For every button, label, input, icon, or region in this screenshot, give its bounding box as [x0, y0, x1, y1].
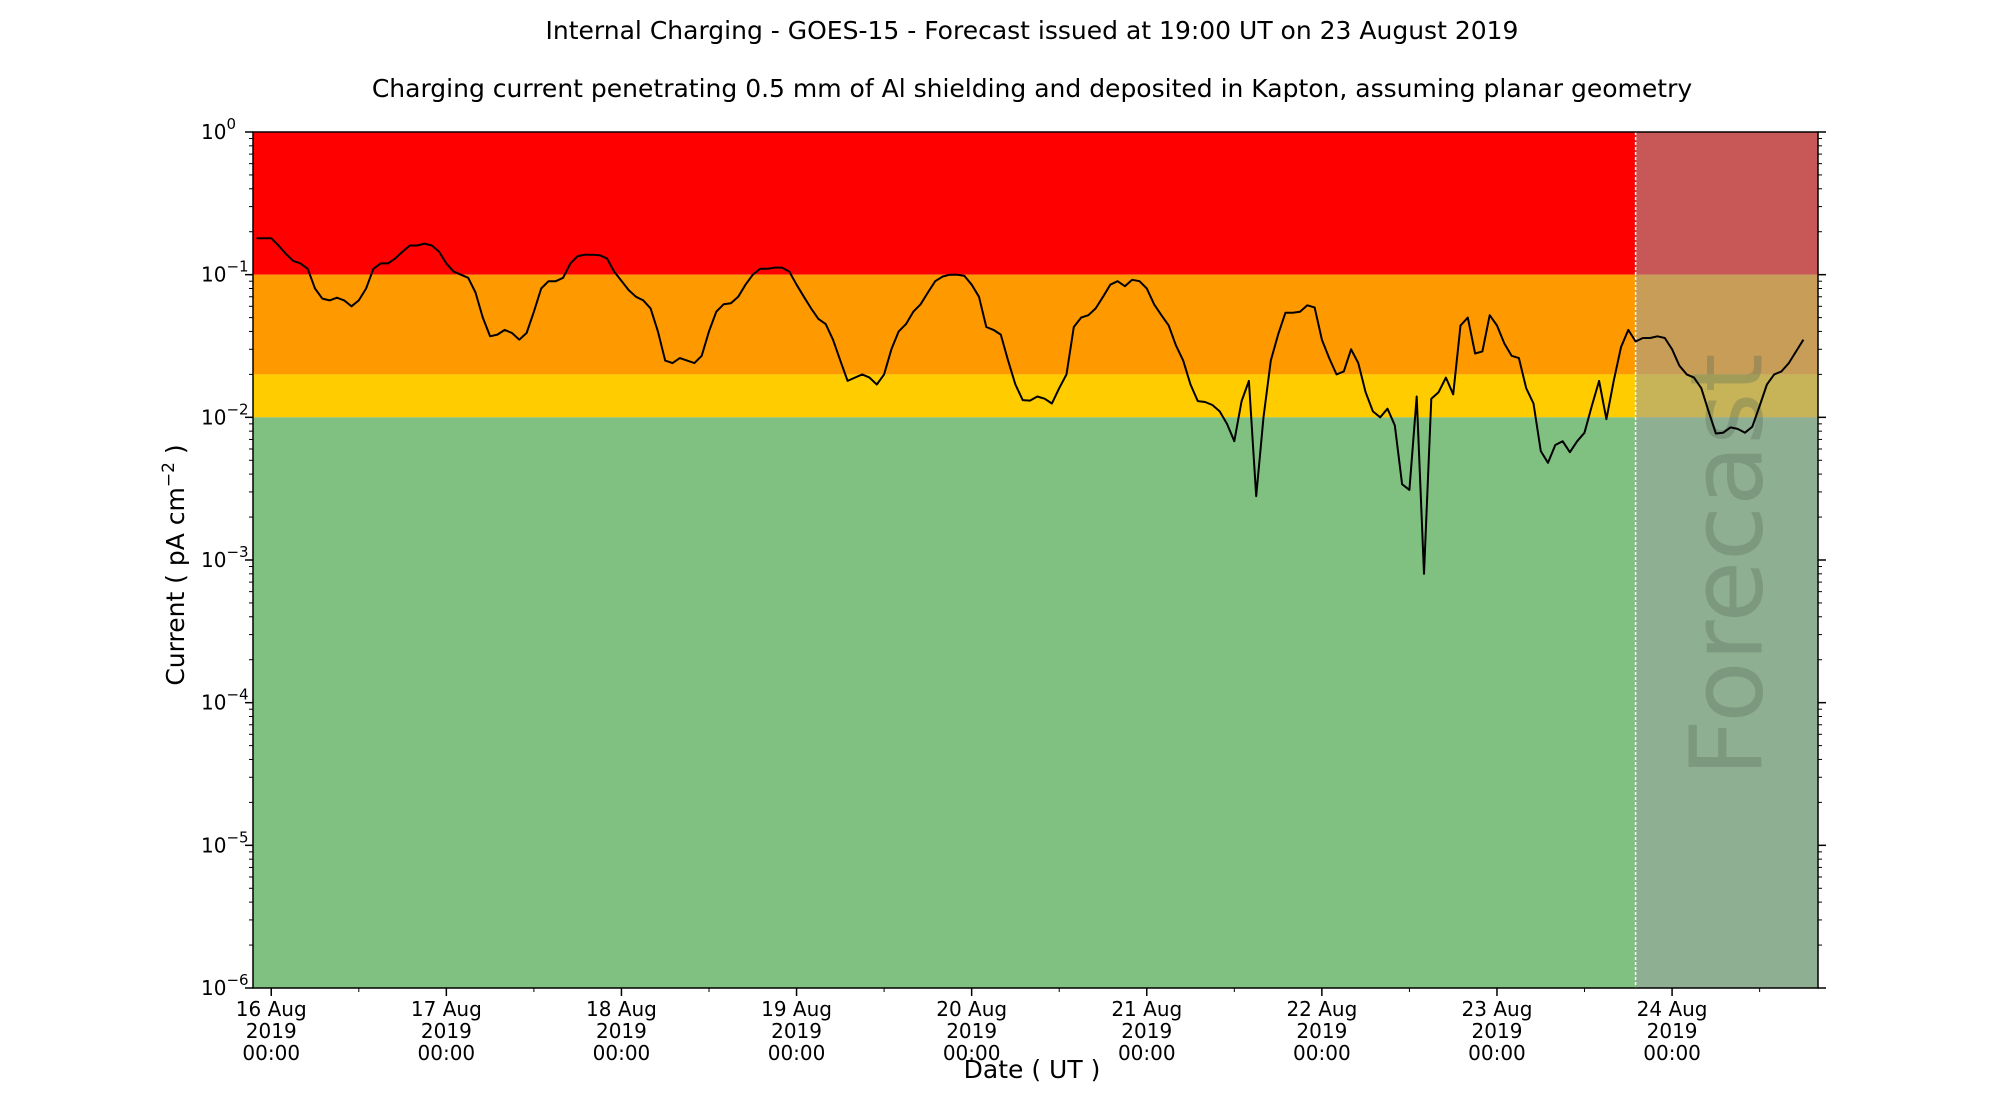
forecast-region: Forecast: [1634, 132, 1818, 988]
band-orange: [253, 274, 1818, 375]
x-tick-label: 2019: [1121, 1019, 1172, 1043]
y-tick-label: 10−4: [201, 686, 249, 715]
y-tick-label: 10−2: [201, 400, 249, 429]
chart-title: Internal Charging - GOES-15 - Forecast i…: [546, 16, 1519, 45]
x-tick-label: 17 Aug: [411, 997, 482, 1021]
x-tick-label: 00:00: [768, 1041, 826, 1065]
threshold-bands: [253, 132, 1818, 988]
x-tick-label: 00:00: [1468, 1041, 1526, 1065]
x-tick-label: 00:00: [593, 1041, 651, 1065]
y-axis-label-exponent: −2: [159, 462, 179, 487]
x-tick-label: 18 Aug: [586, 997, 657, 1021]
x-tick-label: 00:00: [1118, 1041, 1176, 1065]
x-tick-label: 00:00: [242, 1041, 300, 1065]
series-line-0: [256, 237, 1805, 575]
x-tick-label: 21 Aug: [1111, 997, 1182, 1021]
y-axis-ticks: 10−6 10−5 10−4 10−3 10−2 10−1 100: [201, 115, 1826, 1000]
x-tick-label: 2019: [246, 1019, 297, 1043]
x-tick-label: 22 Aug: [1286, 997, 1357, 1021]
x-tick-label: 20 Aug: [936, 997, 1007, 1021]
band-red: [253, 132, 1818, 275]
forecast-label: Forecast: [1668, 353, 1785, 776]
y-tick-label: 100: [201, 115, 236, 144]
x-tick-label: 23 Aug: [1462, 997, 1533, 1021]
x-tick-label: 2019: [771, 1019, 822, 1043]
band-green: [253, 417, 1818, 988]
y-axis-label-close: ): [161, 444, 190, 462]
series-layer: [256, 237, 1805, 575]
band-yellow: [253, 374, 1818, 418]
x-tick-label: 2019: [596, 1019, 647, 1043]
x-tick-label: 24 Aug: [1637, 997, 1708, 1021]
x-tick-label: 2019: [946, 1019, 997, 1043]
y-axis-label-text: Current ( pA cm: [161, 487, 190, 686]
x-tick-label: 00:00: [1643, 1041, 1701, 1065]
x-tick-label: 19 Aug: [761, 997, 832, 1021]
x-tick-label: 00:00: [943, 1041, 1001, 1065]
x-tick-label: 00:00: [418, 1041, 476, 1065]
x-tick-label: 16 Aug: [236, 997, 307, 1021]
y-tick-label: 10−3: [201, 543, 249, 572]
x-axis-label: Date ( UT ): [964, 1055, 1101, 1084]
x-tick-label: 2019: [1647, 1019, 1698, 1043]
y-tick-label: 10−6: [201, 971, 249, 1000]
y-axis-label: Current ( pA cm−2 ): [159, 444, 190, 685]
chart-subtitle: Charging current penetrating 0.5 mm of A…: [372, 74, 1693, 103]
forecast-overlay: [1635, 132, 1818, 988]
y-tick-label: 10−1: [201, 258, 249, 287]
x-tick-label: 2019: [421, 1019, 472, 1043]
y-tick-label: 10−5: [201, 828, 249, 857]
x-tick-label: 2019: [1296, 1019, 1347, 1043]
x-tick-label: 2019: [1472, 1019, 1523, 1043]
x-tick-label: 00:00: [1293, 1041, 1351, 1065]
